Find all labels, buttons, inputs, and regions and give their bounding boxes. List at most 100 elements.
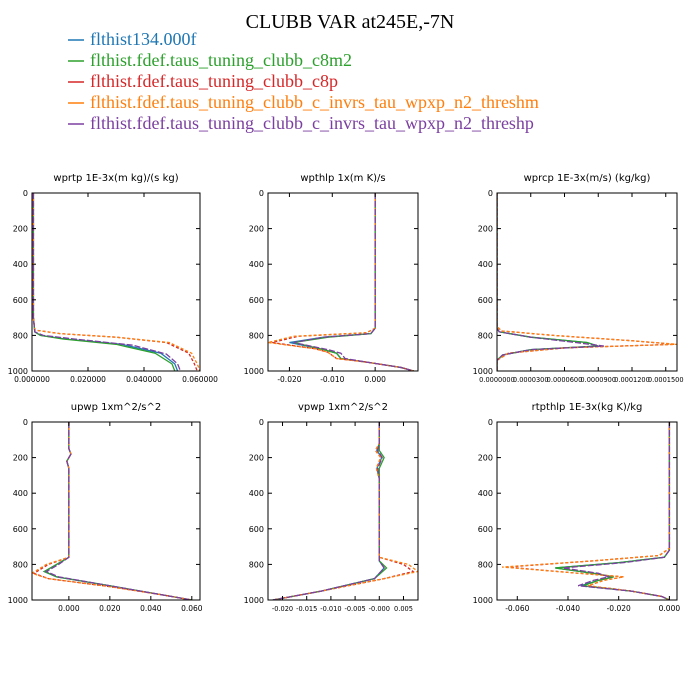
y-tick-label: 800 <box>13 560 28 569</box>
y-tick-label: 200 <box>478 225 493 234</box>
plot-frame <box>267 421 419 601</box>
series-line <box>32 193 200 371</box>
x-tick-label: 0.0001500 <box>648 376 684 384</box>
x-tick-label: 0.040000 <box>126 375 162 384</box>
panel-title: wprtp 1E-3x(m kg)/(s kg) <box>53 173 178 184</box>
y-tick-label: 800 <box>13 331 28 340</box>
y-tick-label: 400 <box>478 260 493 269</box>
y-tick-label: 600 <box>249 525 264 534</box>
legend-label: flthist134.000f <box>90 29 197 49</box>
chart-panels: wprtp 1E-3x(m kg)/(s kg) 0 200 400 600 800 100… <box>8 173 684 613</box>
series-group <box>268 193 414 371</box>
y-tick-label: 200 <box>13 454 28 463</box>
x-tick-label: 0.0000900 <box>580 376 616 384</box>
x-tick-label: -0.060 <box>505 604 529 613</box>
series-group <box>497 193 677 371</box>
y-tick-label: 800 <box>249 331 264 340</box>
y-tick-label: 0 <box>23 189 28 198</box>
x-tick-label: 0.0001200 <box>614 376 650 384</box>
x-tick-label: 0.020 <box>99 604 121 613</box>
series-line <box>497 193 677 371</box>
series-line <box>293 193 414 371</box>
y-tick-label: 600 <box>478 525 493 534</box>
y-tick-label: 200 <box>13 225 28 234</box>
panel-title: vpwp 1xm^2/s^2 <box>298 402 388 413</box>
x-tick-label: 0.000 <box>364 375 386 384</box>
legend-label: flthist.fdef.taus_tuning_clubb_c_invrs_t… <box>90 92 539 112</box>
legend: flthist134.000fflthist.fdef.taus_tuning_… <box>68 29 539 133</box>
figure-title: CLUBB VAR at245E,-7N <box>246 11 455 33</box>
plot-frame <box>31 421 201 601</box>
panel-title: wpthlp 1x(m K)/s <box>300 173 385 184</box>
y-tick-label: 1000 <box>8 596 28 605</box>
y-tick-label: 0 <box>488 189 493 198</box>
y-tick-label: 800 <box>249 560 264 569</box>
series-group <box>32 422 192 600</box>
x-tick-label: 0.005 <box>394 605 413 613</box>
x-tick-label: 0.0000300 <box>513 376 549 384</box>
plot-frame <box>267 192 419 372</box>
y-tick-label: 200 <box>478 454 493 463</box>
y-tick-label: 1000 <box>244 596 264 605</box>
x-tick-label: -0.020 <box>277 375 301 384</box>
y-tick-label: 0 <box>259 418 264 427</box>
x-tick-label: 0.000 <box>659 604 681 613</box>
y-tick-label: 600 <box>13 296 28 305</box>
y-tick-label: 1000 <box>473 596 493 605</box>
x-tick-label: 0.040 <box>140 604 162 613</box>
y-tick-label: 0 <box>488 418 493 427</box>
plot-frame <box>31 192 201 372</box>
legend-entry: flthist.fdef.taus_tuning_clubb_c8p <box>68 71 338 91</box>
x-tick-label: 0.0000000 <box>479 376 515 384</box>
x-tick-label: 0.000 <box>58 604 80 613</box>
series-line <box>497 193 604 371</box>
y-tick-label: 800 <box>478 331 493 340</box>
y-tick-label: 400 <box>478 489 493 498</box>
series-line <box>32 193 182 371</box>
legend-entry: flthist.fdef.taus_tuning_clubb_c8m2 <box>68 50 352 70</box>
panel-title: upwp 1xm^2/s^2 <box>71 402 161 413</box>
x-tick-label: -0.020 <box>607 604 631 613</box>
legend-label: flthist.fdef.taus_tuning_clubb_c8m2 <box>90 50 352 70</box>
series-line <box>32 193 198 371</box>
y-tick-label: 400 <box>13 260 28 269</box>
series-group <box>32 193 200 371</box>
x-tick-label: -0.010 <box>320 375 344 384</box>
x-tick-label: -0.040 <box>556 604 580 613</box>
x-tick-label: 0.000000 <box>14 375 50 384</box>
y-tick-label: 0 <box>259 189 264 198</box>
y-tick-label: 600 <box>478 296 493 305</box>
y-tick-label: 600 <box>249 296 264 305</box>
legend-label: flthist.fdef.taus_tuning_clubb_c_invrs_t… <box>90 113 534 133</box>
chart-panel: rtpthlp 1E-3x(kg K)/kg 0 200 400 600 800 1000 -… <box>473 402 681 613</box>
plot-frame <box>496 192 678 372</box>
chart-panel: wprtp 1E-3x(m kg)/(s kg) 0 200 400 600 800 100… <box>8 173 218 384</box>
series-line <box>502 422 671 600</box>
y-tick-label: 800 <box>478 560 493 569</box>
x-tick-label: 0.060 <box>181 604 203 613</box>
x-tick-label: -0.010 <box>320 605 341 613</box>
legend-label: flthist.fdef.taus_tuning_clubb_c8p <box>90 71 338 91</box>
series-line <box>32 422 192 600</box>
y-tick-label: 400 <box>249 489 264 498</box>
series-line <box>562 422 671 600</box>
y-tick-label: 200 <box>249 454 264 463</box>
x-tick-label: 0.020000 <box>70 375 106 384</box>
chart-panel: upwp 1xm^2/s^2 0 200 400 600 800 1000 0.000 0.02… <box>8 402 203 613</box>
series-line <box>44 422 192 600</box>
y-tick-label: 400 <box>13 489 28 498</box>
y-tick-label: 1000 <box>473 367 493 376</box>
x-tick-label: 0.0000600 <box>547 376 583 384</box>
y-tick-label: 600 <box>13 525 28 534</box>
panel-title: rtpthlp 1E-3x(kg K)/kg <box>532 402 643 413</box>
legend-entry: flthist134.000f <box>68 29 197 49</box>
panel-title: wprcp 1E-3x(m/s) (kg/kg) <box>524 173 651 184</box>
y-tick-label: 1000 <box>244 367 264 376</box>
x-tick-label: -0.000 <box>369 605 390 613</box>
chart-panel: wpthlp 1x(m K)/s 0 200 400 600 800 1000 -0.020 -… <box>244 173 419 384</box>
x-tick-label: -0.005 <box>344 605 365 613</box>
series-group <box>502 422 671 600</box>
